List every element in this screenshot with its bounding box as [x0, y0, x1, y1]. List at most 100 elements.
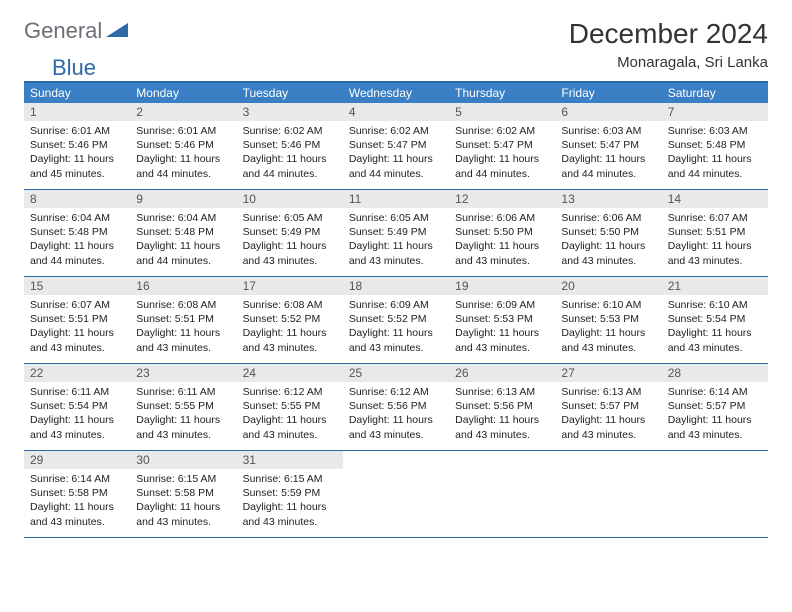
day-details: Sunrise: 6:01 AMSunset: 5:46 PMDaylight:… [24, 121, 130, 181]
week-row: 15Sunrise: 6:07 AMSunset: 5:51 PMDayligh… [24, 277, 768, 364]
day-number: 11 [343, 190, 449, 208]
day-details: Sunrise: 6:13 AMSunset: 5:56 PMDaylight:… [449, 382, 555, 442]
day-details: Sunrise: 6:14 AMSunset: 5:57 PMDaylight:… [662, 382, 768, 442]
day-of-week-header: Monday [130, 83, 236, 103]
day-details: Sunrise: 6:12 AMSunset: 5:55 PMDaylight:… [237, 382, 343, 442]
day-of-week-header: Thursday [449, 83, 555, 103]
day-cell: . [343, 451, 449, 537]
day-details: Sunrise: 6:06 AMSunset: 5:50 PMDaylight:… [449, 208, 555, 268]
day-details: Sunrise: 6:08 AMSunset: 5:52 PMDaylight:… [237, 295, 343, 355]
day-cell: 15Sunrise: 6:07 AMSunset: 5:51 PMDayligh… [24, 277, 130, 363]
day-details: Sunrise: 6:12 AMSunset: 5:56 PMDaylight:… [343, 382, 449, 442]
day-details: Sunrise: 6:14 AMSunset: 5:58 PMDaylight:… [24, 469, 130, 529]
day-number: 20 [555, 277, 661, 295]
day-details: Sunrise: 6:09 AMSunset: 5:53 PMDaylight:… [449, 295, 555, 355]
day-details: Sunrise: 6:02 AMSunset: 5:47 PMDaylight:… [449, 121, 555, 181]
day-cell: 8Sunrise: 6:04 AMSunset: 5:48 PMDaylight… [24, 190, 130, 276]
day-cell: 13Sunrise: 6:06 AMSunset: 5:50 PMDayligh… [555, 190, 661, 276]
week-row: 1Sunrise: 6:01 AMSunset: 5:46 PMDaylight… [24, 103, 768, 190]
day-number: 19 [449, 277, 555, 295]
day-details: Sunrise: 6:13 AMSunset: 5:57 PMDaylight:… [555, 382, 661, 442]
day-cell: 26Sunrise: 6:13 AMSunset: 5:56 PMDayligh… [449, 364, 555, 450]
brand-logo: General [24, 18, 128, 44]
day-cell: 2Sunrise: 6:01 AMSunset: 5:46 PMDaylight… [130, 103, 236, 189]
day-details: Sunrise: 6:04 AMSunset: 5:48 PMDaylight:… [130, 208, 236, 268]
day-cell: 12Sunrise: 6:06 AMSunset: 5:50 PMDayligh… [449, 190, 555, 276]
day-number: 29 [24, 451, 130, 469]
day-number: 8 [24, 190, 130, 208]
day-cell: 3Sunrise: 6:02 AMSunset: 5:46 PMDaylight… [237, 103, 343, 189]
day-number: 16 [130, 277, 236, 295]
day-number: 2 [130, 103, 236, 121]
day-details: Sunrise: 6:07 AMSunset: 5:51 PMDaylight:… [662, 208, 768, 268]
day-number: 21 [662, 277, 768, 295]
day-cell: 17Sunrise: 6:08 AMSunset: 5:52 PMDayligh… [237, 277, 343, 363]
location-text: Monaragala, Sri Lanka [617, 54, 768, 71]
day-number: 30 [130, 451, 236, 469]
day-number: 13 [555, 190, 661, 208]
day-details: Sunrise: 6:11 AMSunset: 5:55 PMDaylight:… [130, 382, 236, 442]
day-cell: . [662, 451, 768, 537]
day-cell: 19Sunrise: 6:09 AMSunset: 5:53 PMDayligh… [449, 277, 555, 363]
day-details: Sunrise: 6:03 AMSunset: 5:48 PMDaylight:… [662, 121, 768, 181]
day-number: 31 [237, 451, 343, 469]
day-details: Sunrise: 6:06 AMSunset: 5:50 PMDaylight:… [555, 208, 661, 268]
day-cell: . [555, 451, 661, 537]
day-cell: 22Sunrise: 6:11 AMSunset: 5:54 PMDayligh… [24, 364, 130, 450]
day-cell: 27Sunrise: 6:13 AMSunset: 5:57 PMDayligh… [555, 364, 661, 450]
day-number: 10 [237, 190, 343, 208]
day-cell: 31Sunrise: 6:15 AMSunset: 5:59 PMDayligh… [237, 451, 343, 537]
brand-triangle-icon [106, 21, 128, 42]
day-number: 15 [24, 277, 130, 295]
day-details: Sunrise: 6:03 AMSunset: 5:47 PMDaylight:… [555, 121, 661, 181]
day-details: Sunrise: 6:02 AMSunset: 5:46 PMDaylight:… [237, 121, 343, 181]
day-number: 9 [130, 190, 236, 208]
day-number: 25 [343, 364, 449, 382]
day-cell: 28Sunrise: 6:14 AMSunset: 5:57 PMDayligh… [662, 364, 768, 450]
day-details: Sunrise: 6:05 AMSunset: 5:49 PMDaylight:… [343, 208, 449, 268]
day-number: 6 [555, 103, 661, 121]
day-number: 14 [662, 190, 768, 208]
day-details: Sunrise: 6:15 AMSunset: 5:58 PMDaylight:… [130, 469, 236, 529]
day-number: 4 [343, 103, 449, 121]
day-cell: 4Sunrise: 6:02 AMSunset: 5:47 PMDaylight… [343, 103, 449, 189]
day-cell: 9Sunrise: 6:04 AMSunset: 5:48 PMDaylight… [130, 190, 236, 276]
day-cell: 25Sunrise: 6:12 AMSunset: 5:56 PMDayligh… [343, 364, 449, 450]
day-details: Sunrise: 6:10 AMSunset: 5:53 PMDaylight:… [555, 295, 661, 355]
brand-text-blue: Blue [52, 55, 96, 81]
day-details: Sunrise: 6:07 AMSunset: 5:51 PMDaylight:… [24, 295, 130, 355]
day-number: 7 [662, 103, 768, 121]
day-cell: 14Sunrise: 6:07 AMSunset: 5:51 PMDayligh… [662, 190, 768, 276]
day-cell: 29Sunrise: 6:14 AMSunset: 5:58 PMDayligh… [24, 451, 130, 537]
day-details: Sunrise: 6:11 AMSunset: 5:54 PMDaylight:… [24, 382, 130, 442]
day-number: 24 [237, 364, 343, 382]
day-cell: 18Sunrise: 6:09 AMSunset: 5:52 PMDayligh… [343, 277, 449, 363]
day-number: 22 [24, 364, 130, 382]
day-of-week-header: Sunday [24, 83, 130, 103]
day-details: Sunrise: 6:15 AMSunset: 5:59 PMDaylight:… [237, 469, 343, 529]
day-number: 27 [555, 364, 661, 382]
day-details: Sunrise: 6:08 AMSunset: 5:51 PMDaylight:… [130, 295, 236, 355]
day-cell: . [449, 451, 555, 537]
day-details: Sunrise: 6:10 AMSunset: 5:54 PMDaylight:… [662, 295, 768, 355]
day-details: Sunrise: 6:01 AMSunset: 5:46 PMDaylight:… [130, 121, 236, 181]
week-row: 8Sunrise: 6:04 AMSunset: 5:48 PMDaylight… [24, 190, 768, 277]
day-number: 28 [662, 364, 768, 382]
brand-text-general: General [24, 18, 102, 44]
day-number: 18 [343, 277, 449, 295]
day-details: Sunrise: 6:09 AMSunset: 5:52 PMDaylight:… [343, 295, 449, 355]
day-details: Sunrise: 6:05 AMSunset: 5:49 PMDaylight:… [237, 208, 343, 268]
day-cell: 30Sunrise: 6:15 AMSunset: 5:58 PMDayligh… [130, 451, 236, 537]
day-number: 12 [449, 190, 555, 208]
day-cell: 24Sunrise: 6:12 AMSunset: 5:55 PMDayligh… [237, 364, 343, 450]
day-number: 17 [237, 277, 343, 295]
day-of-week-header: Saturday [662, 83, 768, 103]
day-cell: 10Sunrise: 6:05 AMSunset: 5:49 PMDayligh… [237, 190, 343, 276]
day-cell: 11Sunrise: 6:05 AMSunset: 5:49 PMDayligh… [343, 190, 449, 276]
day-details: Sunrise: 6:02 AMSunset: 5:47 PMDaylight:… [343, 121, 449, 181]
day-number: 23 [130, 364, 236, 382]
day-cell: 20Sunrise: 6:10 AMSunset: 5:53 PMDayligh… [555, 277, 661, 363]
week-row: 22Sunrise: 6:11 AMSunset: 5:54 PMDayligh… [24, 364, 768, 451]
day-cell: 7Sunrise: 6:03 AMSunset: 5:48 PMDaylight… [662, 103, 768, 189]
day-number: 1 [24, 103, 130, 121]
